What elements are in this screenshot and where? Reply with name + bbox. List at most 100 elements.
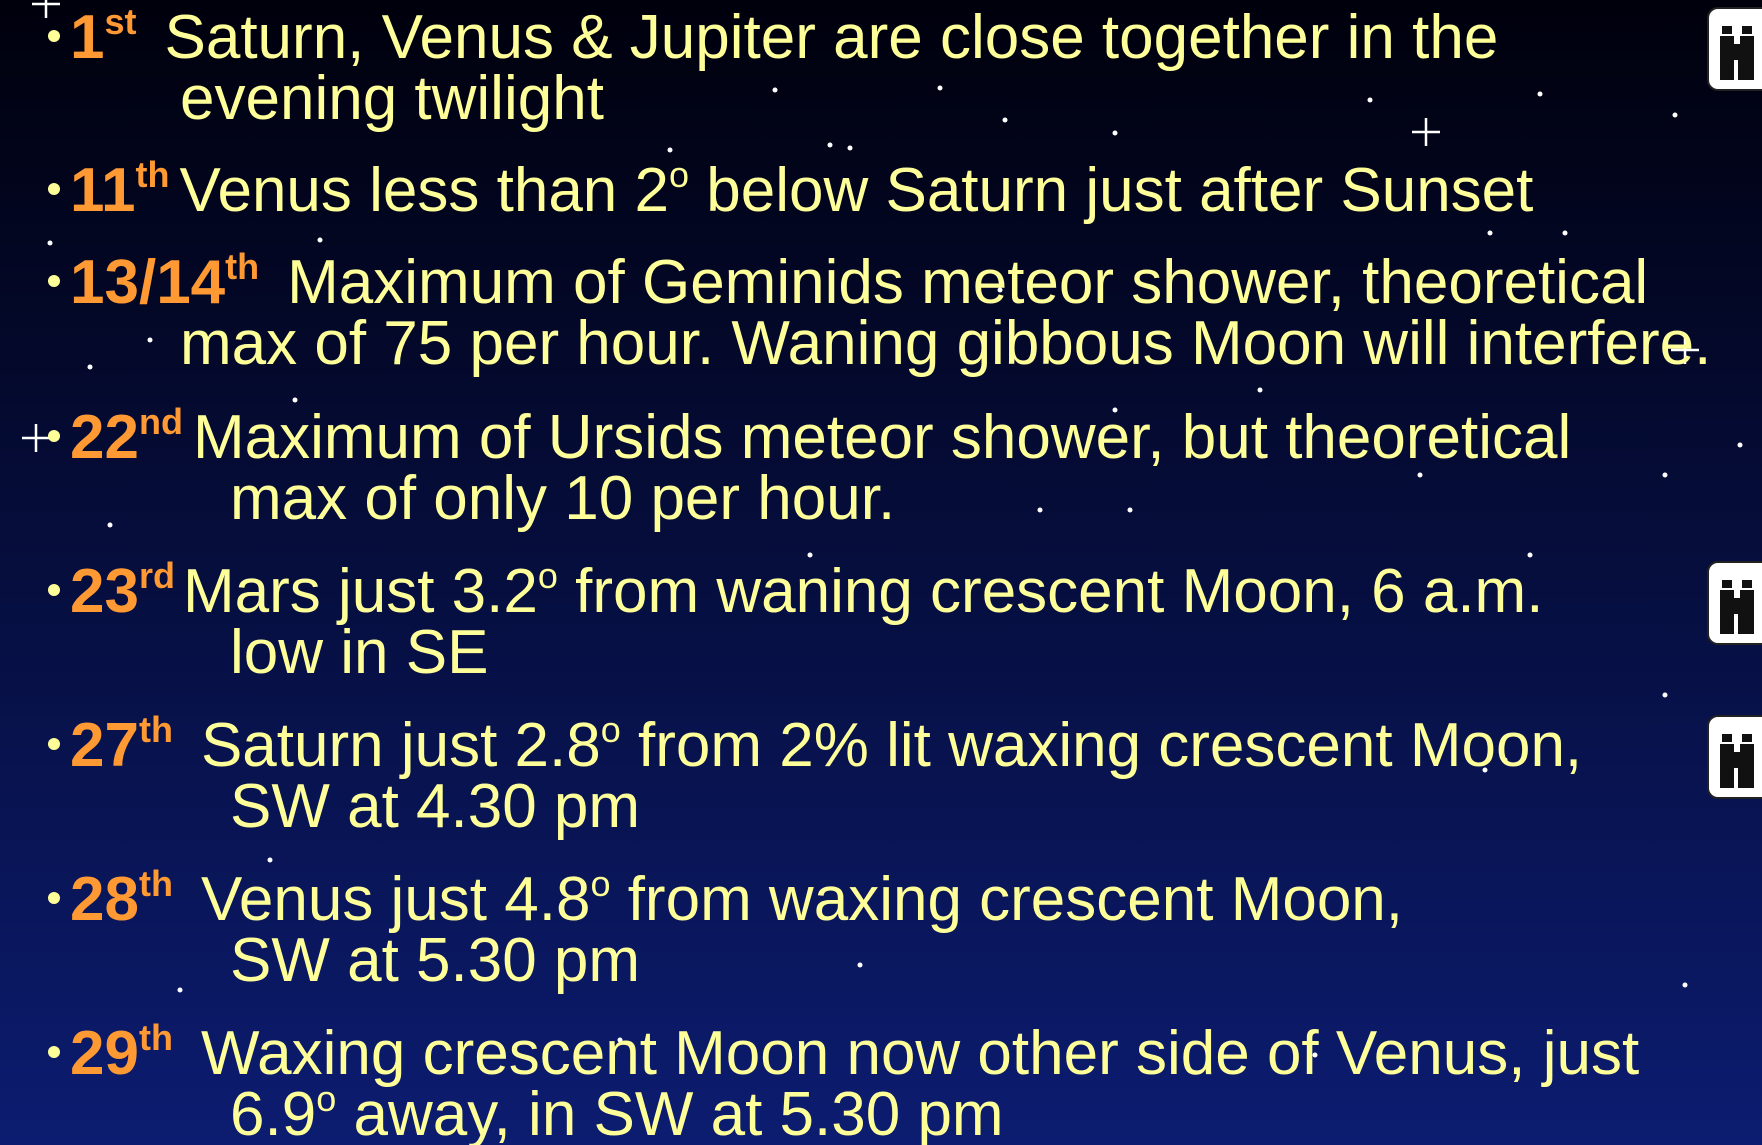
star — [1737, 442, 1743, 448]
event-line: SW at 4.30 pm — [230, 772, 640, 841]
star — [107, 522, 113, 528]
event-day-suffix: st — [104, 1, 136, 42]
event-day: 11 — [70, 156, 136, 225]
event-line: max of 75 per hour. Waning gibbous Moon … — [180, 309, 1711, 378]
event: 13/14th Maximum of Geminids meteor shower… — [48, 246, 1711, 378]
star — [937, 85, 943, 91]
star — [1312, 1052, 1318, 1058]
degree-sign: o — [316, 1078, 336, 1119]
star — [1562, 230, 1568, 236]
event-text: Maximum of Geminids meteor shower, theor… — [287, 248, 1648, 317]
event-day: 13/14 — [70, 248, 226, 317]
event: 23rd Mars just 3.2o from waning crescent … — [48, 555, 1762, 687]
event-first-line: 13/14th Maximum of Geminids meteor shower… — [70, 246, 1648, 317]
event-day-suffix: th — [136, 154, 170, 195]
bullet — [48, 738, 60, 750]
event-text: SW at 5.30 pm — [230, 926, 640, 995]
event-first-line: 27th Saturn just 2.8o from 2% lit waxing … — [70, 709, 1582, 780]
star — [1037, 507, 1043, 513]
star — [1112, 130, 1118, 136]
event-text: Maximum of Ursids meteor shower, but the… — [193, 403, 1571, 472]
event-day: 1 — [70, 3, 104, 72]
event-day: 23 — [70, 557, 139, 626]
star-sparkle — [1412, 118, 1440, 146]
star — [847, 145, 853, 151]
star — [292, 397, 298, 403]
star — [997, 287, 1003, 293]
event-text: Venus less than 2 — [180, 156, 669, 225]
bullet — [48, 892, 60, 904]
event-day: 22 — [70, 403, 139, 472]
star — [47, 240, 53, 246]
event-day-suffix: th — [139, 863, 173, 904]
star — [1662, 692, 1668, 698]
degree-sign: o — [590, 863, 610, 904]
binoculars-icon — [1707, 7, 1762, 91]
event-text: Venus just 4.8 — [201, 865, 591, 934]
event-text: from waning crescent Moon, 6 a.m. — [558, 557, 1544, 626]
event-first-line: 1st Saturn, Venus & Jupiter are close tog… — [70, 1, 1498, 72]
event-text: low in SE — [230, 618, 488, 687]
event-line: max of only 10 per hour. — [230, 464, 895, 533]
event-text: Waxing crescent Moon now other side of V… — [201, 1019, 1639, 1088]
event-text: max of 75 per hour. Waning gibbous Moon … — [180, 309, 1711, 378]
star — [827, 142, 833, 148]
star-sparkle — [22, 424, 50, 452]
star — [1417, 472, 1423, 478]
event-first-line: 11th Venus less than 2o below Saturn just… — [70, 154, 1533, 225]
star — [667, 147, 673, 153]
star — [1257, 387, 1263, 393]
bullet — [48, 430, 60, 442]
star — [1662, 472, 1668, 478]
event-line: SW at 5.30 pm — [230, 926, 640, 995]
event-text: Saturn, Venus & Jupiter are close togeth… — [165, 3, 1499, 72]
event-text: SW at 4.30 pm — [230, 772, 640, 841]
star — [1112, 407, 1118, 413]
binoculars-icon — [1707, 715, 1762, 799]
star — [1482, 767, 1488, 773]
bullet — [48, 183, 60, 195]
star — [1672, 112, 1678, 118]
event-first-line: 23rd Mars just 3.2o from waning crescent … — [70, 555, 1543, 626]
star-sparkle — [32, 0, 60, 18]
event: 11th Venus less than 2o below Saturn just… — [48, 154, 1533, 225]
event: 29th Waxing crescent Moon now other side … — [48, 1017, 1639, 1145]
event-text: Saturn just 2.8 — [201, 711, 601, 780]
degree-sign: o — [669, 154, 689, 195]
star — [1537, 91, 1543, 97]
binoculars-icon — [1707, 561, 1762, 645]
event: 27th Saturn just 2.8o from 2% lit waxing … — [48, 709, 1762, 841]
event-first-line: 28th Venus just 4.8o from waxing crescent… — [70, 863, 1403, 934]
event-day: 29 — [70, 1019, 139, 1088]
star — [617, 1037, 623, 1043]
star — [177, 987, 183, 993]
event-day: 28 — [70, 865, 139, 934]
event-day: 27 — [70, 711, 139, 780]
star — [1002, 117, 1008, 123]
event-text: away, in SW at 5.30 pm — [336, 1080, 1003, 1145]
star-sparkle — [1671, 336, 1699, 364]
event-text: max of only 10 per hour. — [230, 464, 895, 533]
star — [267, 857, 273, 863]
event-list: 1st Saturn, Venus & Jupiter are close tog… — [48, 1, 1762, 1145]
event-text: 6.9 — [230, 1080, 316, 1145]
star — [87, 364, 93, 370]
event-line: 6.9o away, in SW at 5.30 pm — [230, 1078, 1004, 1145]
event-line: evening twilight — [180, 64, 604, 133]
event-line: low in SE — [230, 618, 488, 687]
star — [1527, 552, 1533, 558]
star — [147, 337, 153, 343]
event-text: from 2% lit waxing crescent Moon, — [621, 711, 1582, 780]
event: 28th Venus just 4.8o from waxing crescent… — [48, 863, 1403, 995]
event: 1st Saturn, Venus & Jupiter are close tog… — [48, 1, 1762, 133]
event-first-line: 22nd Maximum of Ursids meteor shower, but… — [70, 401, 1571, 472]
event-day-suffix: nd — [139, 401, 183, 442]
bullet — [48, 584, 60, 596]
event-text: Mars just 3.2 — [183, 557, 538, 626]
stars — [22, 0, 1743, 1058]
event-text: evening twilight — [180, 64, 604, 133]
star — [1487, 230, 1493, 236]
bullet — [48, 1046, 60, 1058]
